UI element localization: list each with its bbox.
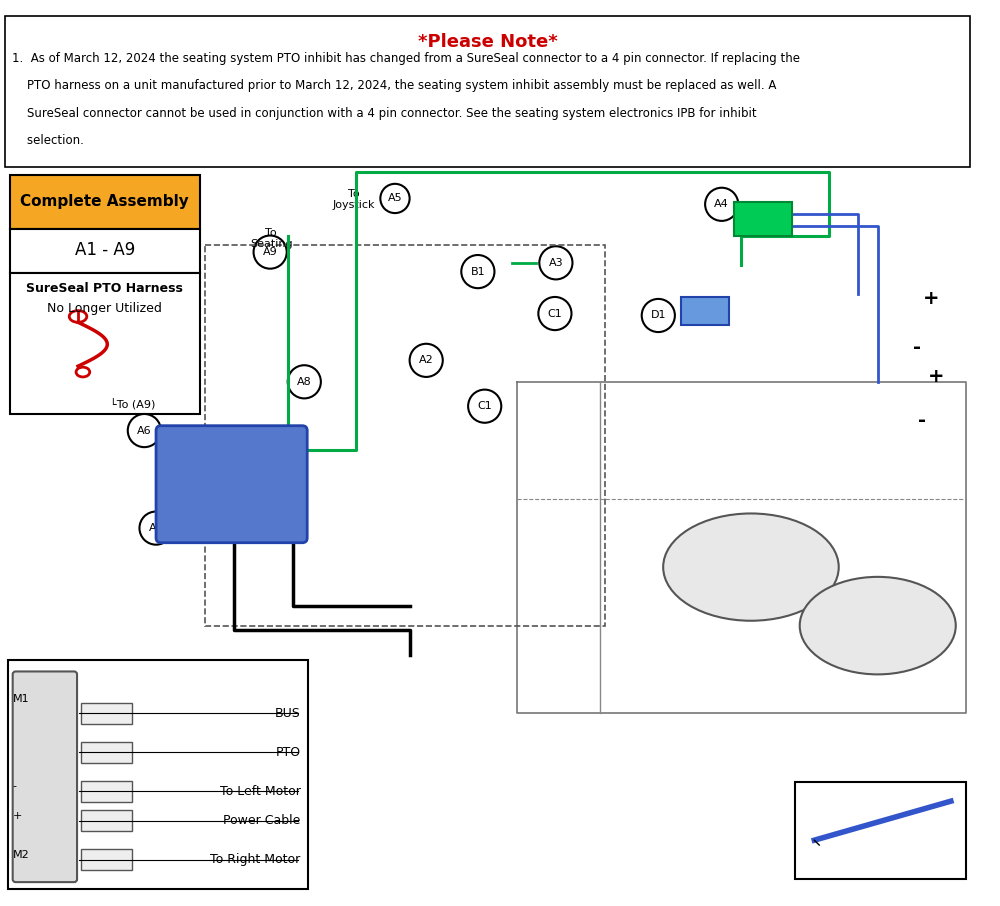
- FancyBboxPatch shape: [681, 297, 729, 325]
- Text: A7: A7: [847, 806, 862, 816]
- Ellipse shape: [76, 367, 90, 377]
- Text: To
Seating: To Seating: [250, 227, 292, 249]
- Text: A2: A2: [419, 355, 434, 365]
- Text: Complete Assembly: Complete Assembly: [20, 195, 189, 209]
- Circle shape: [468, 390, 501, 423]
- Circle shape: [288, 365, 321, 399]
- Text: M2: M2: [13, 850, 29, 860]
- Text: To Right Motor: To Right Motor: [210, 853, 300, 866]
- FancyBboxPatch shape: [795, 782, 966, 879]
- Text: A9: A9: [263, 247, 278, 257]
- Circle shape: [838, 795, 871, 827]
- Text: PTO harness on a unit manufactured prior to March 12, 2024, the seating system i: PTO harness on a unit manufactured prior…: [12, 80, 776, 92]
- FancyBboxPatch shape: [5, 16, 970, 168]
- FancyBboxPatch shape: [156, 426, 307, 543]
- Text: 1.  As of March 12, 2024 the seating system PTO inhibit has changed from a SureS: 1. As of March 12, 2024 the seating syst…: [12, 53, 800, 65]
- Circle shape: [254, 236, 287, 269]
- Ellipse shape: [663, 514, 839, 621]
- Circle shape: [461, 255, 494, 288]
- Text: Power Cable: Power Cable: [223, 814, 300, 827]
- Text: PTO: PTO: [275, 746, 300, 759]
- Text: B1: B1: [471, 266, 485, 276]
- Text: D1: D1: [651, 311, 666, 321]
- Text: To Left Motor: To Left Motor: [220, 785, 300, 798]
- FancyBboxPatch shape: [81, 781, 132, 802]
- FancyBboxPatch shape: [10, 228, 200, 273]
- Text: A5: A5: [388, 194, 402, 204]
- Text: No Longer Utilized: No Longer Utilized: [47, 302, 162, 314]
- Text: └To (A9): └To (A9): [110, 399, 155, 410]
- Text: SureSeal connector cannot be used in conjunction with a 4 pin connector. See the: SureSeal connector cannot be used in con…: [12, 107, 756, 120]
- Text: A1: A1: [149, 523, 163, 533]
- Text: C1: C1: [548, 309, 562, 319]
- Circle shape: [538, 297, 572, 330]
- Text: *Please Note*: *Please Note*: [418, 33, 558, 51]
- Text: A4: A4: [714, 199, 729, 209]
- FancyBboxPatch shape: [734, 202, 792, 236]
- FancyBboxPatch shape: [81, 849, 132, 871]
- Text: SureSeal PTO Harness: SureSeal PTO Harness: [26, 283, 183, 295]
- FancyBboxPatch shape: [13, 671, 77, 882]
- Circle shape: [128, 414, 161, 448]
- Circle shape: [642, 299, 675, 333]
- Text: A1 - A9: A1 - A9: [75, 241, 135, 259]
- Circle shape: [139, 512, 173, 545]
- FancyBboxPatch shape: [10, 175, 200, 228]
- Text: C1: C1: [477, 401, 492, 411]
- FancyBboxPatch shape: [10, 273, 200, 414]
- FancyBboxPatch shape: [8, 660, 308, 889]
- Circle shape: [705, 188, 738, 221]
- Circle shape: [410, 343, 443, 377]
- Circle shape: [380, 184, 410, 213]
- Text: BUS: BUS: [275, 707, 300, 720]
- Text: M1: M1: [13, 694, 29, 704]
- Text: -: -: [913, 338, 921, 357]
- FancyBboxPatch shape: [81, 703, 132, 724]
- Text: +: +: [928, 368, 944, 387]
- FancyBboxPatch shape: [81, 742, 132, 763]
- Text: A8: A8: [297, 377, 312, 387]
- Text: -: -: [13, 782, 17, 792]
- Text: To
Joystick: To Joystick: [333, 188, 375, 210]
- Text: +: +: [13, 811, 22, 821]
- Text: +: +: [923, 289, 940, 308]
- Text: -: -: [918, 411, 926, 430]
- FancyBboxPatch shape: [81, 810, 132, 832]
- Ellipse shape: [800, 577, 956, 674]
- Text: selection.: selection.: [12, 134, 84, 147]
- Text: A6: A6: [137, 426, 152, 436]
- Text: A3: A3: [549, 258, 563, 268]
- Circle shape: [539, 246, 572, 279]
- Ellipse shape: [69, 311, 87, 323]
